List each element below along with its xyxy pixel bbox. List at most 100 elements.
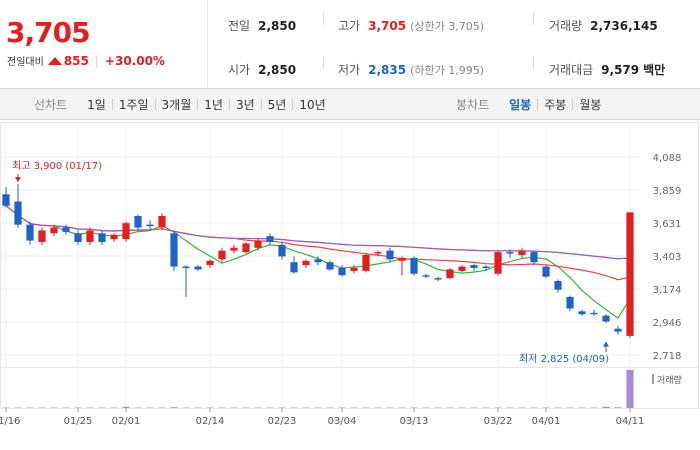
candle-body [230,247,238,251]
volume-bar [122,406,130,408]
tab-5year[interactable]: 5년 [267,97,287,112]
candle-body [302,260,310,266]
divider [197,98,199,110]
line-chart-label: 선차트 [34,97,68,112]
candle-body [62,227,70,232]
x-tick-label: 04/11 [616,416,645,427]
candle-body [182,266,190,268]
line-chart-tabs: 선차트 1일 1주일 3개월 1년 3년 5년 10년 [34,89,332,119]
y-tick-label: 3,859 [653,186,682,197]
candle-body [374,252,382,254]
candle-body [554,281,562,290]
x-tick-label: 02/23 [268,416,297,427]
x-tick-label: 02/14 [196,416,225,427]
y-tick-label: 3,631 [653,219,682,230]
y-tick-label: 2,718 [653,351,682,362]
candle-body [326,262,334,270]
candle-body [314,259,322,263]
divider [537,98,539,110]
candle-body [494,252,502,274]
candle-body [398,257,406,261]
change-label: 전일대비 [7,57,44,68]
candle-body [26,224,34,241]
candlestick-chart[interactable]: 4,088 3,859 3,631 3,403 3,174 2,946 2,718 01/16… [0,120,700,450]
tab-weekly[interactable]: 주봉 [544,97,567,112]
tab-1day[interactable]: 1일 [87,97,106,112]
candle-body [542,266,550,277]
candle-body [290,262,298,273]
candle-body [2,194,10,206]
candle-body [362,254,370,271]
stat-high: 고가 3,705 (상한가 3,705) [338,17,484,34]
change-value: 855 [63,53,89,68]
candle-body [482,266,490,268]
current-price: 3,705 [6,16,91,49]
candle-body [158,215,166,228]
candle-body [614,328,622,332]
candle-body [266,236,274,242]
max-price-annotation: 최고 3,900 (01/17) [12,160,102,172]
tab-daily[interactable]: 일봉 [509,97,532,112]
candle-body [146,224,154,227]
stock-summary: 3,705 전일대비 855 | +30.00% 전일 2,850 고가 3,7… [0,0,700,89]
volume-legend-swatch [652,374,654,384]
candle-body [98,233,106,242]
candle-body [578,311,586,315]
volume-bar [626,370,634,408]
stat-low: 저가 2,835 (하한가 1,995) [338,61,484,78]
candle-body [566,296,574,309]
candle-body [458,266,466,271]
volume-bar [170,407,178,408]
y-tick-label: 3,174 [653,285,682,296]
candle-body [134,215,142,228]
stat-sub: (하한가 1,995) [410,64,484,77]
tab-3month[interactable]: 3개월 [161,97,192,112]
stat-unit: 백만 [643,63,666,77]
stat-amount: 거래대금 9,579 백만 [549,61,665,78]
tab-10year[interactable]: 10년 [299,97,326,112]
candle-body [242,243,250,253]
candle-body [422,275,430,277]
candle-body [338,267,346,276]
tab-monthly[interactable]: 월봉 [579,97,602,112]
stat-volume: 거래량 2,736,145 [549,17,658,34]
price-box: 3,705 전일대비 855 | +30.00% [0,0,208,88]
stat-label: 시가 [228,63,251,77]
stat-label: 전일 [228,19,251,33]
candle-body [14,201,22,225]
change-row: 전일대비 855 | +30.00% [7,53,165,69]
divider [533,56,534,69]
tab-1week[interactable]: 1주일 [118,97,149,112]
candle-body [530,252,538,263]
stat-label: 거래대금 [549,63,594,77]
candle-body [470,265,478,268]
min-arrow-icon [603,341,609,347]
tab-3year[interactable]: 3년 [235,97,255,112]
candle-body [86,230,94,242]
divider [228,98,230,110]
x-tick-label: 01/25 [64,416,93,427]
divider [323,56,324,69]
moving-average-120-line [5,205,631,260]
stat-prev-close: 전일 2,850 [228,17,296,34]
change-percent: +30.00% [104,53,165,68]
divider [533,12,534,25]
stats-panel: 전일 2,850 고가 3,705 (상한가 3,705) 거래량 2,736,… [208,0,700,88]
stat-sub: (상한가 3,705) [410,20,484,33]
x-tick-label: 03/22 [484,416,513,427]
candle-body [194,266,202,270]
candle-body [74,233,82,242]
x-tick-label: 04/01 [532,416,561,427]
candle-body [410,257,418,274]
candle-body [206,260,214,266]
divider [260,98,262,110]
candle-body [350,267,358,271]
tab-1year[interactable]: 1년 [204,97,223,112]
chart-background [0,120,700,450]
stat-label: 저가 [338,63,361,77]
candle-body [254,240,262,248]
y-tick-label: 4,088 [653,153,682,164]
candle-body [278,244,286,257]
volume-panel-frame [0,367,699,409]
volume-bar [602,406,610,408]
